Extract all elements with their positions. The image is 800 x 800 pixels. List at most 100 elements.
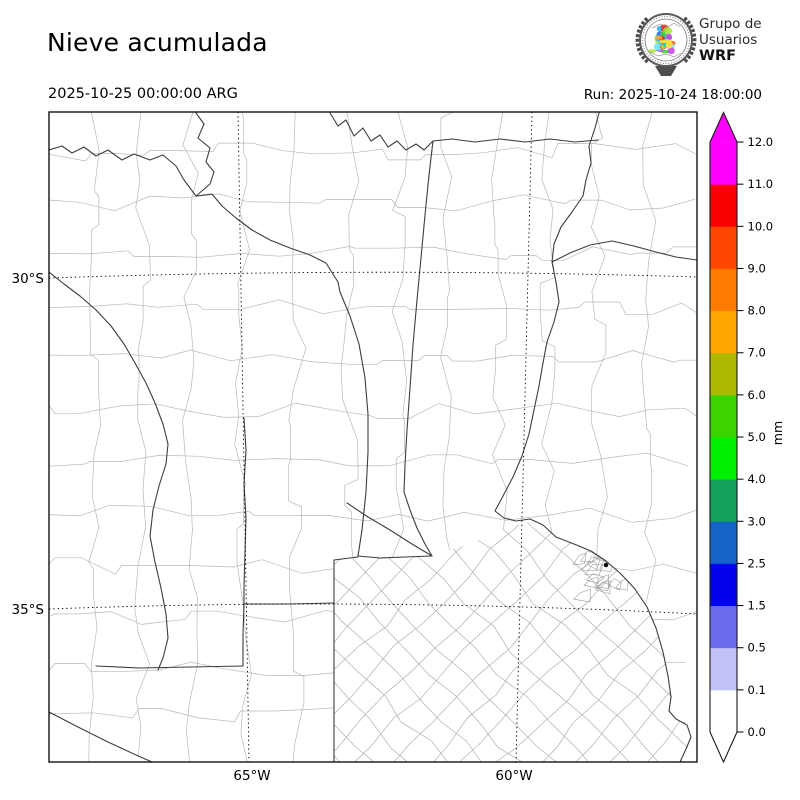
department-line <box>566 520 692 762</box>
colorbar-band <box>710 521 737 564</box>
colorbar-band <box>710 352 737 396</box>
map-frame <box>48 111 698 763</box>
department-line <box>488 520 692 762</box>
logo-color-speck <box>665 41 673 49</box>
logo-globe-art <box>647 22 682 58</box>
department-line <box>334 520 489 762</box>
colorbar-tick-label: 4.0 <box>748 472 766 486</box>
department-line <box>334 520 453 762</box>
lon-label-60w: 60°W <box>495 768 532 784</box>
logo-seal <box>635 13 697 76</box>
province-line <box>551 240 697 263</box>
department-line <box>572 552 587 566</box>
department-line <box>512 520 692 762</box>
logo-color-speck <box>660 31 666 38</box>
gridline-35s <box>49 603 697 615</box>
department-line <box>641 520 692 762</box>
colorbar-tick-label: 0.0 <box>748 725 766 739</box>
department-line <box>49 402 697 419</box>
colorbar-unit-label: mm <box>770 421 785 445</box>
department-line <box>234 112 252 761</box>
colorbar-tick-label: 12.0 <box>748 135 774 149</box>
department-line <box>583 576 599 589</box>
department-line <box>134 112 151 758</box>
department-line <box>66 507 322 770</box>
logo-ring-inner <box>644 18 688 62</box>
logo-color-speck <box>656 25 662 32</box>
valid-time-label: 2025-10-25 00:00:00 ARG <box>48 86 238 102</box>
department-line <box>444 520 692 762</box>
colorbar-band <box>710 605 737 649</box>
gridline-30s <box>49 271 697 279</box>
colorbar-band <box>710 647 737 691</box>
colorbar-band <box>710 689 737 733</box>
logo-text-line1: Grupo de <box>699 16 762 32</box>
colorbar-band <box>710 437 737 480</box>
department-line <box>49 349 697 366</box>
province-line <box>49 711 153 762</box>
gridline-60w <box>515 112 533 762</box>
colorbar-band <box>710 394 737 438</box>
department-line <box>596 580 611 592</box>
province-line <box>357 555 433 559</box>
logo-text-line2: Usuarios <box>699 32 758 48</box>
department-line <box>49 193 696 212</box>
colorbar-band <box>710 142 737 185</box>
department-line <box>334 520 509 762</box>
department-line <box>49 299 697 315</box>
colorbar-tick-label: 7.0 <box>748 346 766 360</box>
colorbar-tick-label: 3.0 <box>748 514 766 528</box>
logo-color-speck <box>653 43 663 51</box>
logo-color-speck <box>647 49 657 53</box>
logo-color-speck <box>655 35 663 40</box>
colorbar <box>709 111 744 764</box>
department-line <box>88 112 101 762</box>
city-marker <box>603 562 609 568</box>
colorbar-band <box>710 226 737 269</box>
logo-color-speck <box>658 39 667 44</box>
logo-ring-text <box>641 15 691 65</box>
department-line <box>350 520 613 762</box>
gridline-65w <box>237 112 250 762</box>
province-line <box>49 145 341 293</box>
department-line <box>594 582 611 595</box>
department-line <box>334 520 580 762</box>
buenos-aires-fill <box>334 520 692 762</box>
department-line <box>49 142 697 162</box>
province-line <box>432 138 599 143</box>
colorbar-band <box>710 310 737 354</box>
province-line <box>494 112 600 538</box>
department-line <box>334 520 385 762</box>
colorbar-band <box>710 563 737 606</box>
province-line <box>403 140 434 557</box>
province-line <box>333 556 359 561</box>
province-line <box>346 502 433 557</box>
colorbar-extend-over <box>710 112 737 143</box>
department-line <box>609 549 628 565</box>
lat-label-35s: 35°S <box>12 602 45 618</box>
colorbar-band <box>710 268 737 311</box>
department-line <box>585 573 605 584</box>
colorbar-tick-label: 5.0 <box>748 430 766 444</box>
province-line <box>195 112 215 197</box>
logo-color-speck <box>667 47 675 55</box>
colorbar-tick-label: 6.0 <box>748 388 766 402</box>
department-line <box>601 520 692 762</box>
department-line <box>334 520 347 762</box>
department-line <box>581 560 599 571</box>
lat-label-30s: 30°S <box>12 271 45 287</box>
colorbar-tick-label: 2.5 <box>748 556 766 570</box>
province-line <box>49 271 169 671</box>
page-title: Nieve acumulada <box>47 28 268 57</box>
department-line <box>49 452 689 467</box>
colorbar-extend-under <box>710 732 737 762</box>
logo-coastline <box>649 51 682 58</box>
province-line <box>555 536 692 762</box>
logo-laurel-right <box>682 16 697 64</box>
department-line <box>334 520 364 762</box>
logo-laurel-left <box>635 16 650 64</box>
colorbar-tick-label: 1.5 <box>748 599 766 613</box>
lon-label-65w: 65°W <box>233 768 270 784</box>
logo-coastline <box>651 22 681 29</box>
